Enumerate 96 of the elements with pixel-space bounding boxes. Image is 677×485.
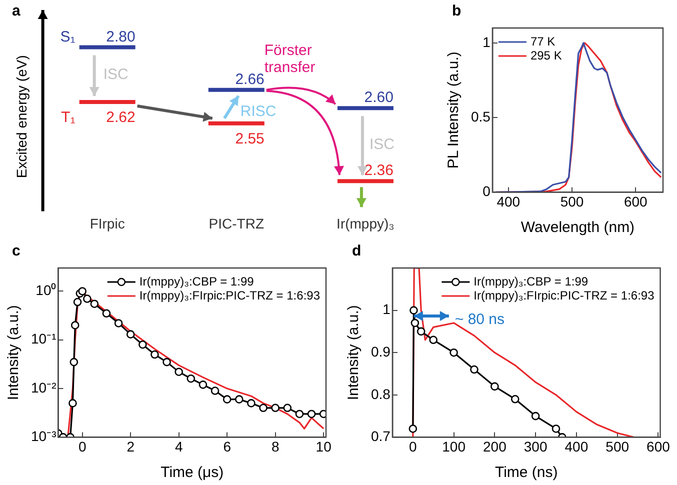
- legend-label: 77 K: [530, 34, 556, 48]
- point: [73, 298, 82, 306]
- point: [210, 386, 220, 395]
- category-label: FIrpic: [90, 215, 125, 232]
- x-tick-label: 6: [223, 438, 232, 454]
- point: [102, 309, 111, 318]
- point: [490, 382, 499, 391]
- y-tick-label: 0.7: [370, 428, 391, 444]
- point: [450, 348, 458, 357]
- x-tick-label: 200: [482, 438, 507, 454]
- x-tick-label: 400: [496, 193, 520, 210]
- y-tick-label: 0.5: [470, 108, 491, 124]
- point: [78, 287, 87, 296]
- y-tick-label: 10⁰: [36, 282, 56, 298]
- point: [70, 358, 78, 366]
- legend-label: S₁: [60, 28, 76, 46]
- point: [259, 404, 268, 412]
- point: [114, 319, 123, 328]
- text: ISC: [103, 66, 128, 83]
- category-label: PIC-TRZ: [208, 215, 264, 232]
- y-tick-label: 10⁻¹: [31, 330, 57, 347]
- point: [222, 395, 232, 404]
- x-tick-label: 4: [174, 438, 183, 454]
- point: [198, 380, 208, 389]
- y-tick-label: 0.8: [370, 386, 391, 402]
- legend-label: T₁: [61, 109, 76, 126]
- point: [162, 358, 171, 366]
- x-tick-label: 600: [624, 193, 648, 210]
- legend-label: Ir(mppy)₃:FIrpic:PIC-TRZ = 1:6:93: [139, 288, 320, 302]
- point: [283, 404, 292, 412]
- point: [247, 399, 256, 408]
- point: [70, 321, 80, 330]
- point: [295, 410, 304, 418]
- text: RISC: [240, 102, 276, 120]
- data-label: 2.66: [235, 70, 264, 88]
- x-tick-label: 0: [409, 438, 418, 454]
- x-tick-label: 300: [524, 438, 548, 454]
- chart-title: c: [12, 242, 20, 260]
- point: [186, 374, 196, 383]
- legend-label: 295 K: [530, 48, 562, 62]
- point: [68, 399, 77, 408]
- data-label: 2.60: [364, 89, 394, 106]
- x-tick-label: 500: [560, 193, 584, 210]
- y-tick-label: 1: [482, 34, 491, 50]
- point: [408, 424, 418, 433]
- data-label: 2.62: [106, 109, 136, 126]
- x-tick-label: 8: [271, 438, 280, 454]
- x-tick-label: 0: [78, 438, 86, 454]
- point: [174, 368, 183, 376]
- x-tick-label: 400: [564, 438, 588, 454]
- point: [235, 395, 244, 404]
- y-tick-label: 1: [382, 301, 391, 318]
- point: [126, 330, 135, 338]
- chart-title: b: [452, 2, 462, 20]
- point: [307, 410, 316, 418]
- text: Förster transfer: [264, 42, 316, 76]
- y-axis-title: Intensity (a.u.): [345, 305, 362, 400]
- point: [410, 318, 420, 328]
- legend-label: Ir(mppy)₃:FIrpic:PIC-TRZ = 1:6:93: [474, 288, 655, 302]
- x-axis-title: Wavelength (nm): [520, 219, 635, 236]
- point: [510, 394, 520, 404]
- y-tick-label: 10⁻²: [31, 379, 57, 396]
- legend-label: Ir(mppy)₃:CBP = 1:99: [139, 274, 254, 288]
- y-tick-label: 0.9: [370, 343, 391, 360]
- x-tick-label: 500: [606, 438, 630, 454]
- y-tick-label: 0: [482, 183, 491, 200]
- point: [531, 412, 540, 420]
- point: [470, 365, 478, 374]
- point: [552, 424, 560, 433]
- x-tick-label: 100: [442, 438, 466, 454]
- point: [90, 300, 99, 308]
- x-axis-title: Time (μs): [160, 464, 224, 482]
- chart-title: d: [352, 242, 362, 260]
- x-tick-label: 600: [646, 438, 670, 454]
- point: [271, 404, 280, 412]
- point: [83, 294, 92, 303]
- data-label: 2.80: [106, 28, 136, 46]
- category-label: Ir(mppy)₃: [336, 215, 394, 232]
- point: [150, 350, 159, 359]
- legend-label: Ir(mppy)₃:CBP = 1:99: [474, 274, 588, 288]
- text: Excited energy (eV): [13, 55, 30, 178]
- x-axis-title: Time (ns): [494, 464, 558, 482]
- data-label: 2.36: [364, 162, 394, 180]
- text: a: [12, 2, 21, 20]
- point: [138, 340, 147, 349]
- y-axis-title: Intensity (a.u.): [5, 305, 22, 400]
- data-label: 2.55: [235, 130, 264, 148]
- text: ISC: [369, 136, 394, 153]
- x-tick-label: 10: [316, 438, 332, 454]
- y-axis-title: PL Intensity (a.u.): [445, 52, 462, 169]
- point: [416, 327, 426, 336]
- point: [410, 306, 418, 314]
- point: [429, 336, 438, 344]
- y-tick-label: 10⁻³: [31, 428, 57, 444]
- annotation: ~ 80 ns: [454, 311, 505, 328]
- x-tick-label: 2: [126, 438, 135, 454]
